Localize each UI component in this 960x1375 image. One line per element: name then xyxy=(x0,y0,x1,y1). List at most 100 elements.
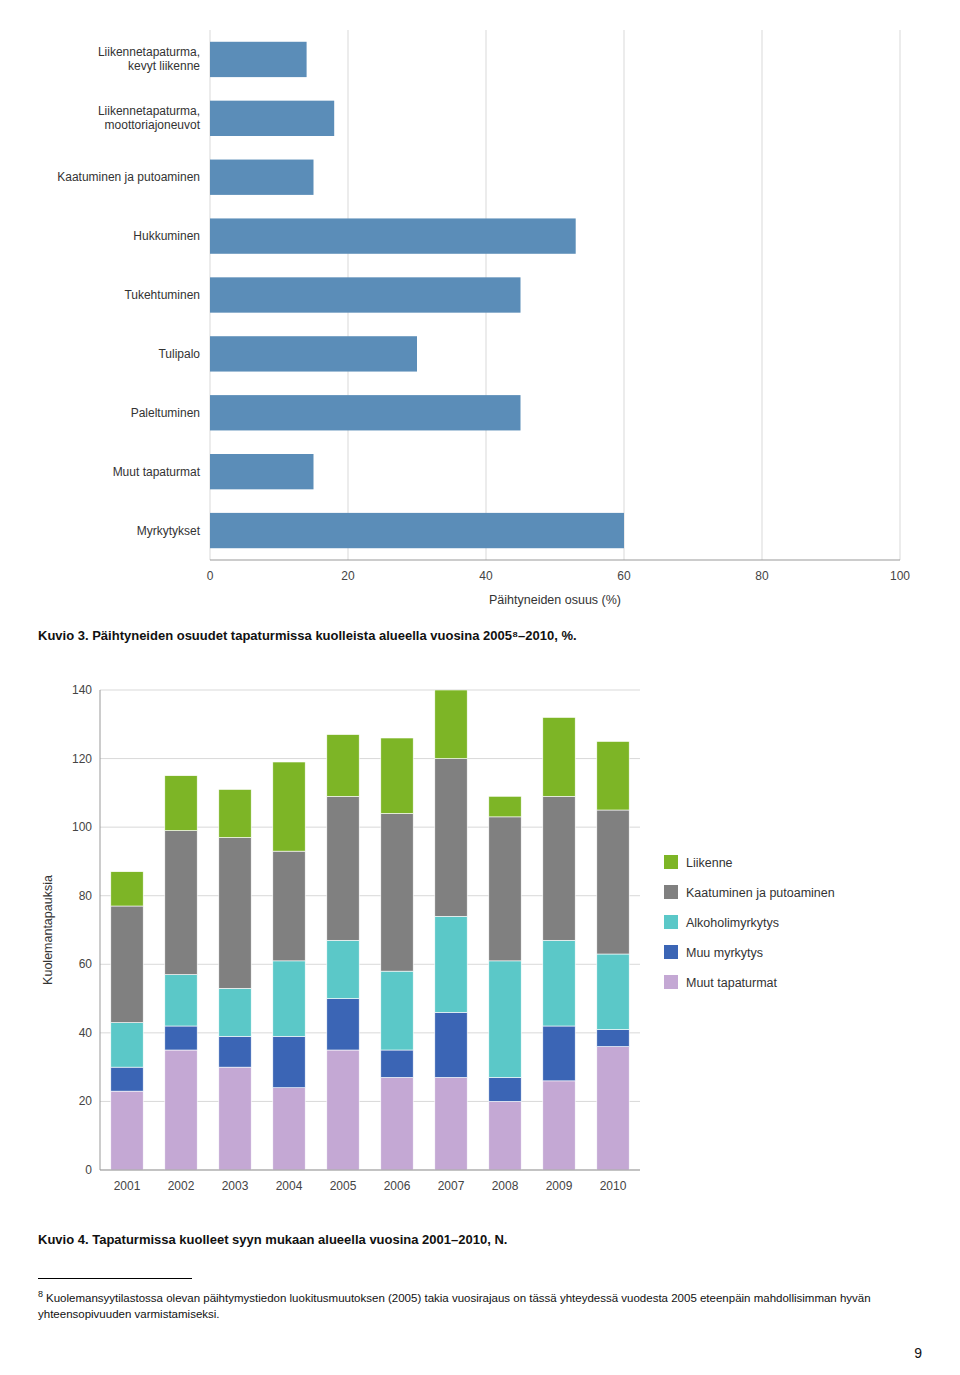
bar-segment xyxy=(435,690,467,759)
tick-label: 80 xyxy=(79,889,93,903)
category-label-line: Paleltuminen xyxy=(131,406,200,420)
bar-segment xyxy=(489,817,521,961)
bar-segment xyxy=(489,796,521,817)
tick-label: 140 xyxy=(72,683,92,697)
category-label-line: kevyt liikenne xyxy=(128,59,200,73)
tick-label: 40 xyxy=(79,1026,93,1040)
category-label: Muut tapaturmat xyxy=(113,465,201,479)
category-label-line: Kaatuminen ja putoaminen xyxy=(57,170,200,184)
bar-segment xyxy=(327,1050,359,1170)
bar-segment xyxy=(219,1036,251,1067)
bar-segment xyxy=(543,940,575,1026)
bar-segment xyxy=(597,1029,629,1046)
bars xyxy=(210,42,624,548)
category-label-line: Myrkytykset xyxy=(137,524,201,538)
bar-segment xyxy=(327,735,359,797)
bar xyxy=(210,277,521,312)
bar-segment xyxy=(111,1091,143,1170)
bar-segment xyxy=(435,1077,467,1170)
bar-segment xyxy=(381,738,413,813)
footnote-mark: 8 xyxy=(38,1289,43,1299)
category-label-line: Tukehtuminen xyxy=(124,288,200,302)
bar-segment xyxy=(543,796,575,940)
bar-segment xyxy=(543,1026,575,1081)
bar-segment xyxy=(273,851,305,961)
bar-segment xyxy=(435,916,467,1012)
category-label: Tukehtuminen xyxy=(124,288,200,302)
category-label-line: Liikennetapaturma, xyxy=(98,45,200,59)
category-label: Paleltuminen xyxy=(131,406,200,420)
bar-segment xyxy=(597,810,629,954)
grid xyxy=(100,690,640,1170)
legend-swatch xyxy=(664,945,678,959)
grid xyxy=(210,30,900,560)
category-label: 2001 xyxy=(114,1179,141,1193)
footnote-text: Kuolemansyytilastossa olevan päihtymysti… xyxy=(38,1292,871,1320)
bar-segment xyxy=(597,954,629,1029)
bar-segment xyxy=(543,1081,575,1170)
category-label: 2004 xyxy=(276,1179,303,1193)
bar-segment xyxy=(489,1077,521,1101)
category-label-line: Muut tapaturmat xyxy=(113,465,201,479)
tick-label: 0 xyxy=(207,569,214,583)
category-label-line: Liikennetapaturma, xyxy=(98,104,200,118)
bar-segment xyxy=(381,813,413,971)
bar-segment xyxy=(165,1050,197,1170)
tick-label: 40 xyxy=(479,569,493,583)
tick-label: 60 xyxy=(617,569,631,583)
bar-segment xyxy=(381,1077,413,1170)
x-axis-line xyxy=(210,560,900,561)
legend-swatch xyxy=(664,975,678,989)
bar-segment xyxy=(111,1067,143,1091)
bar-segment xyxy=(165,975,197,1026)
footnote: 8Kuolemansyytilastossa olevan päihtymyst… xyxy=(38,1288,922,1322)
bar xyxy=(210,454,314,489)
y-axis-label: Kuolemantapauksia xyxy=(41,875,55,985)
bar xyxy=(210,336,417,371)
tick-label: 20 xyxy=(79,1094,93,1108)
category-label: Liikennetapaturma,moottoriajoneuvot xyxy=(98,104,201,132)
footnote-rule xyxy=(38,1278,192,1279)
bar-segment xyxy=(273,762,305,851)
category-label-line: Hukkuminen xyxy=(133,229,200,243)
legend: LiikenneKaatuminen ja putoaminenAlkoholi… xyxy=(664,855,835,990)
category-label: Hukkuminen xyxy=(133,229,200,243)
bar-segment xyxy=(327,940,359,998)
bar-segment xyxy=(219,1067,251,1170)
bar-segment xyxy=(597,1047,629,1170)
bar xyxy=(210,42,307,77)
grid-line xyxy=(624,30,625,560)
caption: Kuvio 3. Päihtyneiden osuudet tapaturmis… xyxy=(38,628,928,643)
category-label: Liikennetapaturma,kevyt liikenne xyxy=(98,45,200,73)
category-label-line: moottoriajoneuvot xyxy=(105,118,201,132)
category-label: Myrkytykset xyxy=(137,524,201,538)
x-axis-label: Päihtyneiden osuus (%) xyxy=(489,593,621,607)
bar xyxy=(210,218,576,253)
bar-segment xyxy=(165,831,197,975)
bars xyxy=(111,690,629,1170)
bar-segment xyxy=(219,789,251,837)
bar-segment xyxy=(435,1012,467,1077)
category-label-line: Tulipalo xyxy=(158,347,200,361)
bar-segment xyxy=(219,837,251,988)
legend-swatch xyxy=(664,885,678,899)
bar-segment xyxy=(489,1101,521,1170)
legend-label: Liikenne xyxy=(686,856,733,870)
bar-segment xyxy=(273,1036,305,1087)
bar-segment xyxy=(273,961,305,1036)
grid-line xyxy=(762,30,763,560)
tick-label: 80 xyxy=(755,569,769,583)
grid-line xyxy=(100,690,640,691)
bar-segment xyxy=(273,1088,305,1170)
bar xyxy=(210,513,624,548)
tick-label: 60 xyxy=(79,957,93,971)
tick-label: 100 xyxy=(890,569,910,583)
bar-segment xyxy=(489,961,521,1078)
bar xyxy=(210,160,314,195)
bar-segment xyxy=(111,1023,143,1068)
bar-segment xyxy=(381,1050,413,1077)
bar-segment xyxy=(165,1026,197,1050)
legend-label: Muu myrkytys xyxy=(686,946,763,960)
bar-segment xyxy=(435,759,467,917)
tick-label: 0 xyxy=(85,1163,92,1177)
